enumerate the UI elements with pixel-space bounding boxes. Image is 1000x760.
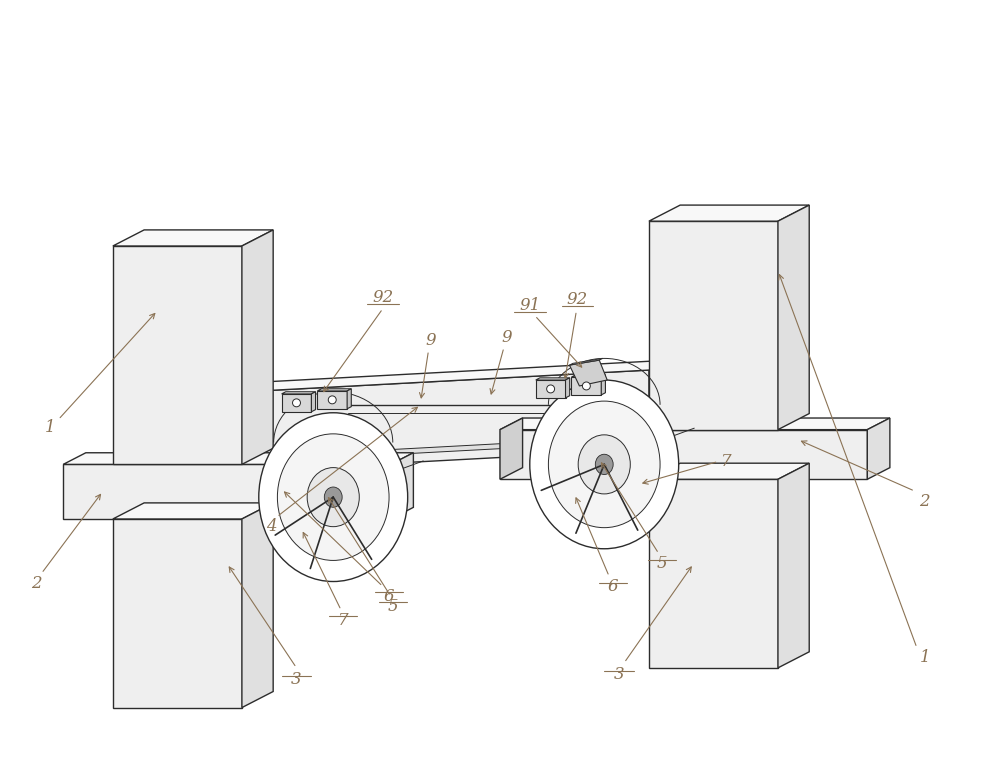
Text: 7: 7: [338, 612, 348, 629]
Polygon shape: [571, 375, 605, 377]
Ellipse shape: [578, 435, 630, 494]
Polygon shape: [566, 378, 570, 398]
Polygon shape: [282, 391, 316, 394]
Text: 92: 92: [567, 291, 588, 308]
Text: 5: 5: [656, 555, 667, 572]
Text: 2: 2: [31, 575, 42, 592]
Text: 6: 6: [384, 588, 394, 605]
Text: 2: 2: [919, 492, 929, 510]
Polygon shape: [242, 230, 273, 464]
Polygon shape: [391, 453, 413, 519]
Ellipse shape: [259, 413, 408, 581]
Text: 3: 3: [614, 667, 624, 683]
Polygon shape: [311, 391, 316, 412]
Polygon shape: [113, 503, 273, 519]
Polygon shape: [113, 246, 242, 464]
Polygon shape: [242, 360, 668, 392]
Polygon shape: [347, 389, 351, 409]
Ellipse shape: [530, 380, 679, 549]
Polygon shape: [649, 205, 809, 221]
Text: 6: 6: [608, 578, 618, 595]
Polygon shape: [867, 418, 890, 480]
Polygon shape: [282, 394, 311, 412]
Polygon shape: [778, 463, 809, 668]
Polygon shape: [317, 391, 347, 409]
Polygon shape: [536, 378, 570, 380]
Polygon shape: [569, 360, 607, 386]
Text: 3: 3: [291, 671, 302, 689]
Polygon shape: [649, 480, 778, 668]
Ellipse shape: [307, 467, 359, 527]
Polygon shape: [601, 375, 605, 395]
Polygon shape: [500, 418, 890, 429]
Polygon shape: [63, 453, 413, 464]
Polygon shape: [242, 370, 649, 471]
Ellipse shape: [324, 487, 342, 507]
Ellipse shape: [548, 401, 660, 527]
Circle shape: [328, 396, 336, 404]
Polygon shape: [500, 418, 523, 480]
Text: 91: 91: [519, 297, 540, 314]
Polygon shape: [63, 464, 391, 519]
Circle shape: [582, 382, 590, 390]
Text: 5: 5: [387, 598, 398, 615]
Text: 7: 7: [721, 453, 732, 470]
Ellipse shape: [277, 434, 389, 560]
Polygon shape: [113, 519, 242, 708]
Polygon shape: [500, 429, 867, 480]
Polygon shape: [242, 503, 273, 708]
Polygon shape: [261, 435, 668, 461]
Polygon shape: [569, 359, 603, 365]
Circle shape: [547, 385, 555, 393]
Polygon shape: [571, 377, 601, 395]
Text: 9: 9: [502, 329, 512, 346]
Text: 9: 9: [425, 332, 436, 349]
Text: 4: 4: [266, 518, 277, 535]
Polygon shape: [536, 380, 566, 398]
Polygon shape: [649, 221, 778, 429]
Text: 1: 1: [45, 420, 56, 436]
Polygon shape: [649, 463, 809, 480]
Ellipse shape: [595, 454, 613, 474]
Polygon shape: [317, 389, 351, 391]
Text: 1: 1: [920, 650, 930, 667]
Circle shape: [293, 399, 300, 407]
Polygon shape: [113, 230, 273, 246]
Text: 92: 92: [372, 289, 393, 306]
Polygon shape: [778, 205, 809, 429]
